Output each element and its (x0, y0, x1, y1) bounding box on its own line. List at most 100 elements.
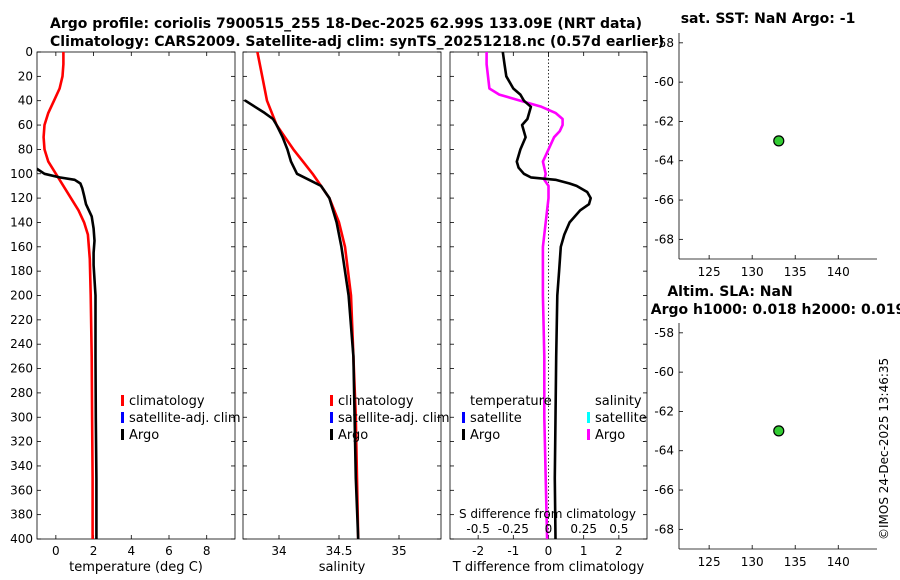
title-line1: Argo profile: coriolis 7900515_255 18-De… (50, 16, 642, 32)
x-tick-label: 135 (784, 555, 807, 569)
x-tick-label: 130 (741, 555, 764, 569)
legend-climatology-swatch (121, 395, 124, 406)
x-tick-label: 125 (698, 555, 721, 569)
argo-h-title: Argo h1000: 0.018 h2000: 0.019 (651, 302, 900, 318)
y-tick-label: 220 (10, 313, 33, 327)
map-sst-axes: -58 -60 -62 -64 -66 -68 125 130 135 140 (654, 33, 877, 279)
y-tick-label: -66 (654, 483, 674, 497)
legend-argo-swatch (121, 429, 124, 440)
x-tick-label: 35 (391, 544, 406, 558)
x-tick-label: 0 (52, 544, 60, 558)
y-tick-label: -58 (654, 326, 674, 340)
sdiff-tick-label: -0.5 (466, 522, 489, 536)
legend-s-satellite-swatch (587, 412, 590, 423)
difference-lines (485, 52, 593, 539)
y-tick-label: 160 (10, 240, 33, 254)
sdiff-tick-label: -0.25 (498, 522, 529, 536)
legend-argo-swatch (330, 429, 333, 440)
difference-axes: -2 -1 0 1 2 T difference from climatology S di… (449, 51, 648, 575)
x-tick-label: 2 (615, 544, 623, 558)
legend-s-satellite-label: satellite (595, 411, 647, 426)
salinity-xlabel: salinity (319, 560, 366, 575)
sdiff-tick-label: 0.5 (609, 522, 628, 536)
legend-argo-label: Argo (129, 428, 159, 443)
x-tick-label: 34.5 (326, 544, 353, 558)
salinity-axes: 34 34.5 35 salinity (242, 51, 442, 575)
sla-title: Altim. SLA: NaN (667, 284, 792, 300)
x-tick-label: 135 (784, 265, 807, 279)
x-tick-label: 0 (545, 544, 553, 558)
legend-s-argo-swatch (587, 429, 590, 440)
x-tick-label: 140 (827, 555, 850, 569)
x-tick-label: 34 (271, 544, 286, 558)
y-tick-label: 200 (10, 289, 33, 303)
legend-t-argo-label: Argo (470, 428, 500, 443)
x-tick-label: 1 (580, 544, 588, 558)
salinity-frame (242, 51, 442, 540)
legend-satellite-adj-label: satellite-adj. clim (338, 411, 450, 426)
y-tick-label: 320 (10, 435, 33, 449)
y-tick-label: 400 (10, 532, 33, 546)
y-tick-label: 180 (10, 264, 33, 278)
salinity-diff-argo-line (485, 52, 564, 539)
salinity-lines (244, 52, 360, 539)
y-tick-label: -64 (654, 444, 674, 458)
temperature-argo-line (37, 167, 98, 539)
y-tick-label: 340 (10, 459, 33, 473)
x-tick-label: 125 (698, 265, 721, 279)
legend-argo-label: Argo (338, 428, 368, 443)
sdiff-label: S difference from climatology (459, 507, 636, 521)
sdiff-tick-label: 0 (545, 522, 553, 536)
x-tick-label: 6 (165, 544, 173, 558)
y-tick-label: 140 (10, 215, 33, 229)
y-tick-label: 20 (18, 69, 33, 83)
temperature-lines (37, 52, 98, 539)
salinity-argo-line (244, 99, 360, 539)
legends: climatology satellite-adj. clim Argo climat… (121, 394, 647, 443)
legend-satellite-adj-label: satellite-adj. clim (129, 411, 241, 426)
legend-temperature-heading: temperature (470, 394, 552, 409)
temperature-frame (36, 51, 236, 540)
y-tick-label: -62 (654, 114, 674, 128)
profile-location-marker (773, 135, 785, 147)
x-tick-label: 4 (127, 544, 135, 558)
legend-satellite-adj-swatch (330, 412, 333, 423)
legend-t-satellite-label: satellite (470, 411, 522, 426)
x-tick-label: 2 (90, 544, 98, 558)
y-tick-label: -62 (654, 404, 674, 418)
y-tick-label: 280 (10, 386, 33, 400)
y-tick-label: -64 (654, 154, 674, 168)
title-line2: Climatology: CARS2009. Satellite-adj cli… (50, 34, 664, 50)
x-tick-label: 130 (741, 265, 764, 279)
y-tick-label: -68 (654, 232, 674, 246)
legend-t-argo-swatch (462, 429, 465, 440)
legend-satellite-adj-swatch (121, 412, 124, 423)
legend-t-satellite-swatch (462, 412, 465, 423)
y-tick-label: 240 (10, 337, 33, 351)
y-tick-label: 360 (10, 483, 33, 497)
difference-xlabel: T difference from climatology (452, 560, 645, 575)
y-tick-label: 40 (18, 94, 33, 108)
legend-climatology-swatch (330, 395, 333, 406)
temperature-climatology-line (42, 52, 94, 539)
x-tick-label: 8 (203, 544, 211, 558)
legend-climatology-label: climatology (129, 394, 205, 409)
map-sla-axes: -58 -60 -62 -64 -66 -68 125 130 135 140 (654, 323, 877, 569)
y-tick-label: 380 (10, 508, 33, 522)
watermark: ©IMOS 24-Dec-2025 13:46:35 (877, 358, 891, 540)
sdiff-tick-label: 0.25 (570, 522, 597, 536)
sst-title: sat. SST: NaN Argo: -1 (681, 11, 856, 27)
y-tick-label: 300 (10, 410, 33, 424)
y-tick-label: 260 (10, 362, 33, 376)
temperature-axes: 0204060801001201401601802002202402602803… (10, 45, 236, 575)
y-tick-label: 120 (10, 191, 33, 205)
salinity-climatology-line (256, 52, 360, 539)
y-tick-label: 0 (25, 45, 33, 59)
y-tick-label: 100 (10, 167, 33, 181)
y-tick-label: -66 (654, 193, 674, 207)
temperature-diff-argo-line (501, 52, 593, 539)
y-tick-label: 60 (18, 118, 33, 132)
temperature-xlabel: temperature (deg C) (69, 560, 203, 575)
legend-climatology-label: climatology (338, 394, 414, 409)
